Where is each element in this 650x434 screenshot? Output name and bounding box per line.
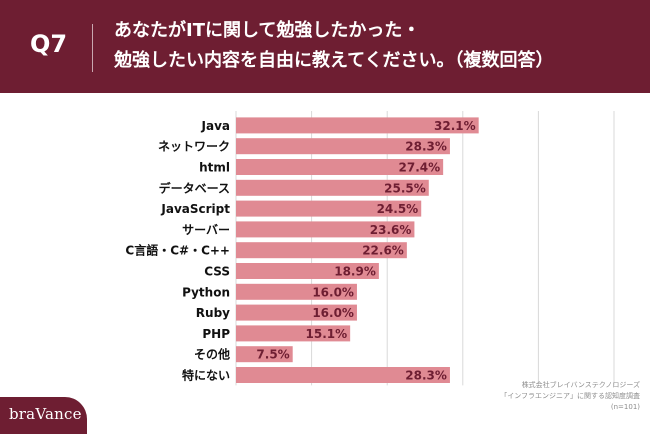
category-label: html [199,161,230,175]
question-title-line-1: あなたがITに関して勉強したかった・ [114,20,421,41]
bar [236,263,379,279]
bar [236,200,422,217]
bar [236,179,429,196]
bar [236,283,357,300]
brand-logo: braVance [9,405,82,423]
bar [236,346,293,363]
value-label: 23.6% [370,223,412,237]
value-label: 28.3% [405,369,447,383]
value-label: 16.0% [312,306,354,320]
bar [236,325,351,342]
value-label: 28.3% [405,140,447,154]
bar-chart: Java 32.1% ネットワーク 28.3% html 27.4% データベース 25.5%… [125,111,615,386]
category-label: 特にない [182,368,230,383]
header-divider [92,24,93,72]
value-label: 25.5% [384,181,426,195]
bar [236,117,479,134]
category-label: Python [182,285,230,299]
bar [236,304,357,321]
source-company: 株式会社ブレイバンステクノロジーズ [521,381,640,389]
question-title: あなたがITに関して勉強したかった・ 勉強したい内容を自由に教えてください。（複… [114,16,634,76]
question-label: Q7 [30,30,68,58]
value-label: 22.6% [362,244,404,258]
category-label: C言語・C#・C++ [125,243,230,258]
bar [236,367,450,383]
category-label: PHP [202,327,230,341]
category-label: データベース [159,180,230,195]
value-label: 24.5% [377,202,419,216]
category-label: ネットワーク [158,140,230,154]
bar [236,242,407,259]
category-label: Java [201,119,230,133]
category-label: サーバー [182,223,230,237]
source-note: 株式会社ブレイバンステクノロジーズ 「インフラエンジニア」に関する認知度調査 (… [500,380,640,413]
source-sample-size: (n=101) [610,403,640,411]
value-label: 32.1% [434,119,476,133]
category-label: JavaScript [160,202,230,216]
value-label: 16.0% [312,285,354,299]
brand-logo-tab [0,397,87,434]
bar [236,159,444,175]
source-survey: 「インフラエンジニア」に関する認知度調査 [500,392,640,400]
value-label: 7.5% [256,348,289,362]
bar [236,221,415,238]
value-label: 27.4% [399,161,441,175]
question-title-line-2: 勉強したい内容を自由に教えてください。（複数回答） [114,50,554,71]
bar [236,138,450,155]
value-label: 15.1% [306,327,348,341]
value-label: 18.9% [334,265,376,279]
category-label: Ruby [196,306,230,320]
category-label: CSS [204,265,230,279]
category-label: その他 [194,347,230,362]
header: Q7 あなたがITに関して勉強したかった・ 勉強したい内容を自由に教えてください… [0,0,650,92]
